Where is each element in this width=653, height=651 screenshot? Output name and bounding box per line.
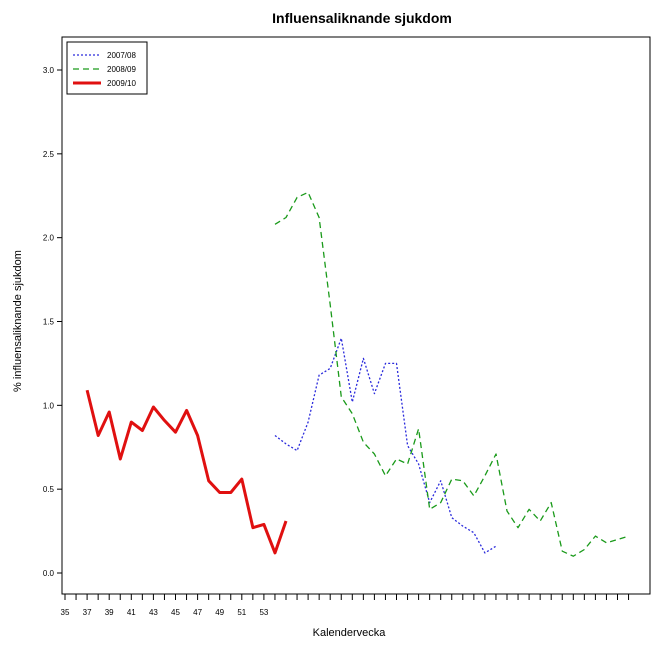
y-tick-label: 0.0 (43, 569, 55, 578)
legend: 2007/08 2008/09 2009/10 (66, 41, 148, 95)
y-tick-label: 1.5 (43, 318, 55, 327)
x-axis: 35 37 39 41 43 45 47 49 51 53 (61, 594, 630, 617)
legend-entry: 2009/10 (107, 79, 136, 88)
y-tick-label: 2.5 (43, 150, 55, 159)
x-tick-label: 49 (215, 608, 224, 617)
x-tick-label: 41 (127, 608, 136, 617)
y-tick-label: 1.0 (43, 401, 55, 410)
x-tick-label: 53 (259, 608, 268, 617)
x-tick-label: 47 (193, 608, 202, 617)
x-tick-label: 39 (105, 608, 114, 617)
series-line-2007-08 (274, 337, 497, 554)
y-axis: 0.0 0.5 1.0 1.5 2.0 2.5 3.0 (43, 66, 62, 578)
x-tick-label: 35 (61, 608, 70, 617)
x-axis-label: Kalendervecka (313, 627, 387, 639)
plot-frame (61, 36, 651, 595)
x-tick-label: 37 (83, 608, 92, 617)
y-tick-label: 0.5 (43, 485, 55, 494)
series-line-2008-09 (274, 191, 629, 557)
x-tick-label: 43 (149, 608, 158, 617)
legend-entry: 2007/08 (107, 51, 136, 60)
plot-border (61, 36, 651, 595)
chart-title: Influensaliknande sjukdom (272, 10, 452, 26)
x-tick-label: 45 (171, 608, 180, 617)
y-tick-label: 3.0 (43, 66, 55, 75)
series-line-2009-10 (85, 389, 288, 555)
y-axis-label: % influensaliknande sjukdom (12, 250, 24, 392)
series-layer (85, 191, 629, 557)
x-tick-label: 51 (237, 608, 246, 617)
legend-entry: 2008/09 (107, 65, 136, 74)
legend-box (66, 41, 148, 95)
y-tick-label: 2.0 (43, 234, 55, 243)
